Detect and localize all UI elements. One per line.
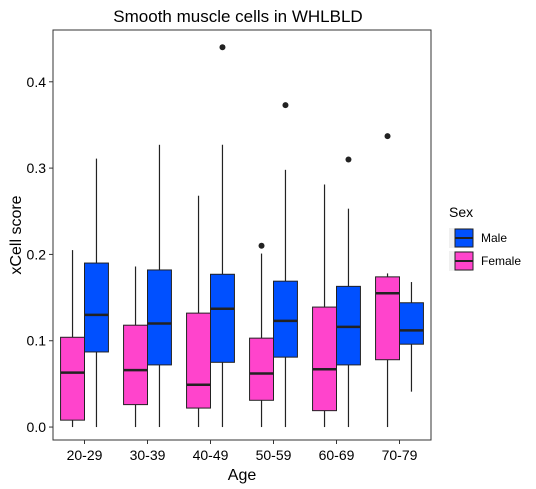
y-tick-label: 0.0 — [27, 419, 47, 435]
outlier-point — [384, 133, 391, 140]
x-tick-label: 50-59 — [256, 447, 292, 463]
box-iqr — [60, 336, 86, 421]
box-female — [60, 250, 86, 428]
y-tick-label: 0.3 — [27, 160, 47, 176]
box-iqr — [186, 312, 211, 409]
box-iqr — [375, 276, 400, 361]
box-iqr — [123, 324, 148, 406]
box-male — [336, 156, 361, 428]
y-tick-label: 0.4 — [27, 74, 47, 90]
legend-title: Sex — [449, 204, 473, 220]
y-tick-label: 0.1 — [27, 333, 47, 349]
box-male — [399, 282, 424, 392]
legend-label-male: Male — [481, 231, 507, 245]
box-male — [84, 158, 109, 428]
box-iqr — [147, 269, 172, 366]
box-male — [210, 44, 235, 428]
box-iqr — [336, 285, 361, 366]
outlier-point — [282, 102, 289, 109]
y-tick-label: 0.2 — [27, 246, 47, 262]
legend-key-male: Male — [449, 228, 507, 248]
box-iqr — [399, 302, 424, 345]
box-female — [249, 242, 274, 428]
box-male — [147, 144, 172, 428]
box-iqr — [273, 280, 298, 358]
x-tick-label: 20-29 — [67, 447, 103, 463]
legend-label-female: Female — [481, 254, 521, 268]
box-female — [123, 266, 148, 428]
box-iqr — [312, 306, 337, 412]
box-female — [186, 195, 211, 428]
box-iqr — [249, 337, 274, 401]
box-series-group — [60, 44, 424, 428]
box-iqr — [210, 273, 235, 363]
box-iqr — [84, 262, 109, 353]
y-axis: 0.0 0.1 0.2 0.3 0.4 — [27, 74, 53, 435]
x-tick-label: 30-39 — [130, 447, 166, 463]
outlier-point — [258, 242, 265, 249]
box-male — [273, 102, 298, 428]
legend-key-female: Female — [449, 251, 521, 271]
plot-panel — [52, 29, 432, 441]
chart-title: Smooth muscle cells in WHLBLD — [113, 7, 362, 26]
legend: Sex Male Female — [449, 204, 521, 271]
x-tick-label: 60-69 — [319, 447, 355, 463]
x-axis: 20-29 30-39 40-49 50-59 60-69 70-79 — [67, 440, 418, 463]
x-tick-label: 40-49 — [193, 447, 229, 463]
y-axis-label: xCell score — [8, 195, 25, 274]
outlier-point — [219, 44, 226, 51]
outlier-point — [345, 156, 352, 163]
x-axis-label: Age — [228, 467, 257, 484]
x-tick-label: 70-79 — [382, 447, 418, 463]
